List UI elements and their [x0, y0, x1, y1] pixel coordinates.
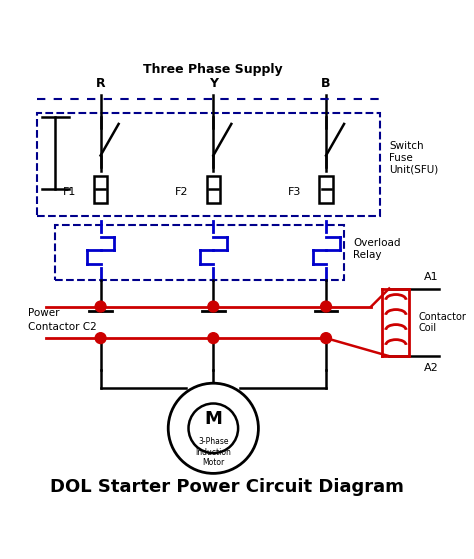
- Bar: [94, 176, 107, 203]
- Text: Fuse: Fuse: [389, 153, 413, 163]
- Text: F3: F3: [288, 187, 301, 197]
- Circle shape: [320, 333, 331, 344]
- Circle shape: [189, 404, 238, 453]
- Text: Y: Y: [209, 77, 218, 90]
- Text: Three Phase Supply: Three Phase Supply: [144, 63, 283, 77]
- Text: Contactor C2: Contactor C2: [28, 322, 97, 332]
- Text: F2: F2: [175, 187, 189, 197]
- Circle shape: [168, 383, 258, 473]
- Text: Contactor
Coil: Contactor Coil: [419, 311, 466, 333]
- Circle shape: [208, 301, 219, 312]
- Text: R: R: [96, 77, 105, 90]
- Text: Relay: Relay: [353, 250, 382, 260]
- Circle shape: [320, 301, 331, 312]
- Text: A2: A2: [424, 363, 439, 373]
- Bar: [319, 176, 333, 203]
- Circle shape: [208, 333, 219, 344]
- Text: 3-Phase
Induction
Motor: 3-Phase Induction Motor: [195, 437, 231, 467]
- Text: M: M: [204, 410, 222, 428]
- Text: A1: A1: [424, 272, 439, 282]
- Circle shape: [95, 301, 106, 312]
- Text: Unit(SFU): Unit(SFU): [389, 164, 438, 174]
- Text: Switch: Switch: [389, 141, 424, 151]
- Text: Power: Power: [28, 309, 60, 318]
- Text: B: B: [321, 77, 331, 90]
- Text: DOL Starter Power Circuit Diagram: DOL Starter Power Circuit Diagram: [50, 478, 404, 496]
- Circle shape: [95, 333, 106, 344]
- Text: F1: F1: [63, 187, 76, 197]
- Text: Overload: Overload: [353, 239, 401, 248]
- Bar: [207, 176, 220, 203]
